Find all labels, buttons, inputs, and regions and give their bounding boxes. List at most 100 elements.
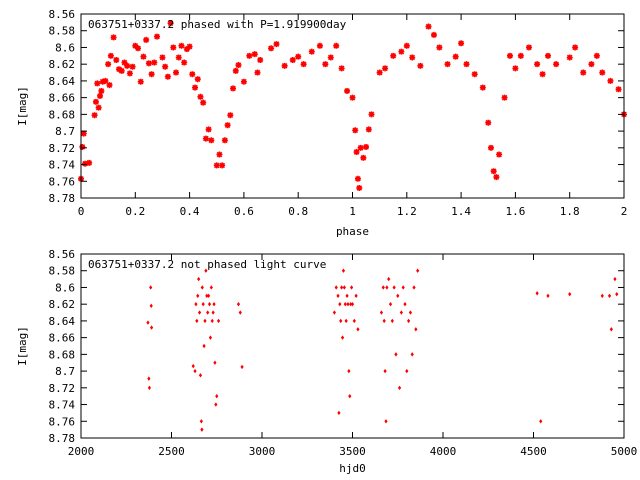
phased-data-point <box>430 31 437 38</box>
raw-data-point <box>336 293 340 299</box>
raw-y-axis-label: I[mag] <box>16 326 29 366</box>
raw-data-point <box>535 291 539 296</box>
phased-y-tick-label: 8.74 <box>49 159 76 172</box>
phased-data-point <box>92 98 99 105</box>
raw-chart-title: 063751+0337.2 not phased light curve <box>88 258 326 271</box>
raw-y-tick-label: 8.68 <box>49 348 76 361</box>
phased-data-point <box>208 137 215 144</box>
phased-data-point <box>181 59 188 66</box>
phased-data-point <box>124 62 131 69</box>
phased-data-point <box>221 137 228 144</box>
raw-data-point <box>546 293 550 299</box>
phased-data-point <box>409 54 416 61</box>
raw-data-point <box>405 368 409 374</box>
raw-data-point <box>348 393 352 399</box>
phased-data-point <box>593 52 600 59</box>
phased-data-point <box>219 162 226 169</box>
phased-data-point <box>357 144 364 151</box>
phased-x-tick-label: 0.2 <box>125 205 145 218</box>
phased-data-point <box>444 61 451 68</box>
raw-data-point <box>199 419 203 424</box>
phased-data-point <box>164 73 171 80</box>
raw-data-point <box>352 318 356 324</box>
phased-data-point <box>145 60 152 67</box>
raw-plot-frame <box>80 253 625 439</box>
phased-data-point <box>425 23 432 30</box>
phased-data-point <box>363 143 370 150</box>
phased-y-axis-label: I[mag] <box>16 86 29 126</box>
phased-data-point <box>135 45 142 52</box>
raw-data-point <box>385 285 389 290</box>
raw-data-point <box>147 385 152 391</box>
phased-data-point <box>205 126 212 133</box>
raw-data-point <box>146 320 150 325</box>
raw-data-point <box>350 301 355 307</box>
raw-data-point <box>410 352 414 357</box>
raw-y-tick-label: 8.62 <box>49 298 76 311</box>
raw-data-point <box>615 291 619 297</box>
raw-data-point <box>201 301 205 307</box>
raw-data-point <box>191 363 195 369</box>
raw-y-tick-label: 8.66 <box>49 332 76 345</box>
phased-data-point <box>175 54 182 61</box>
phased-data-point <box>338 65 345 72</box>
raw-data-point <box>341 268 346 273</box>
phased-data-point <box>553 61 560 68</box>
phased-data-point <box>240 78 247 85</box>
phased-y-tick-label: 8.66 <box>49 92 76 105</box>
phased-data-point <box>398 48 405 55</box>
phased-data-point <box>151 59 158 66</box>
raw-data-point <box>356 327 360 332</box>
phased-data-point <box>316 42 323 49</box>
phased-data-point <box>235 62 242 69</box>
phased-data-point <box>95 104 102 111</box>
phased-data-point <box>517 52 524 59</box>
phased-axis-ticks <box>80 13 625 199</box>
phased-x-tick-label: 0.4 <box>180 205 200 218</box>
phased-y-tick-label: 8.64 <box>49 75 76 88</box>
phased-data-point <box>289 57 296 63</box>
phased-y-tick-label: 8.58 <box>49 25 76 38</box>
raw-data-point <box>240 364 244 370</box>
raw-data-point <box>236 301 241 307</box>
phased-data-point <box>300 61 307 68</box>
raw-x-tick-labels: 2000 2500 3000 3500 4000 4500 5000 <box>68 445 638 458</box>
raw-data-point <box>403 301 407 307</box>
raw-points <box>146 268 619 432</box>
phased-data-point <box>588 61 595 68</box>
raw-data-point <box>416 268 420 273</box>
raw-data-point <box>147 376 151 381</box>
raw-data-point <box>379 310 384 315</box>
raw-data-point <box>609 327 613 332</box>
phased-data-point <box>496 151 503 158</box>
raw-data-point <box>332 310 336 315</box>
phased-data-point <box>354 175 361 182</box>
phased-data-point <box>333 42 340 49</box>
raw-y-tick-label: 8.74 <box>49 399 76 412</box>
raw-x-tick-label: 4500 <box>520 445 547 458</box>
raw-data-point <box>390 318 394 324</box>
raw-data-point <box>396 293 400 299</box>
phased-data-point <box>506 52 513 59</box>
phased-data-point <box>349 94 356 101</box>
phased-data-point <box>178 42 185 49</box>
phased-data-point <box>232 67 239 74</box>
raw-data-point <box>397 385 402 391</box>
phased-data-point <box>458 40 465 47</box>
raw-data-point <box>347 368 351 374</box>
raw-data-point <box>349 301 353 307</box>
phased-x-tick-label: 1 <box>349 205 356 218</box>
phased-x-tick-label: 1.6 <box>505 205 525 218</box>
phased-data-point <box>167 20 174 27</box>
phased-data-point <box>102 77 109 84</box>
raw-data-point <box>200 285 204 290</box>
raw-y-tick-label: 8.7 <box>55 365 75 378</box>
raw-data-point <box>200 427 204 432</box>
phased-x-axis-label: phase <box>336 225 369 238</box>
phased-data-point <box>599 69 606 76</box>
phased-points <box>78 20 627 191</box>
phased-data-point <box>390 52 397 59</box>
phased-data-point <box>113 57 120 63</box>
raw-data-point <box>349 285 354 290</box>
phased-data-point <box>254 69 261 76</box>
